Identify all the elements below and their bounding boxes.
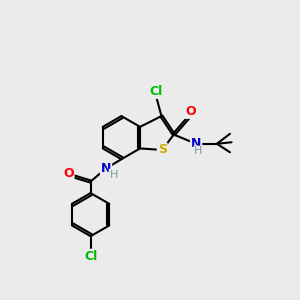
Text: H: H	[110, 169, 118, 180]
Text: Cl: Cl	[149, 85, 163, 98]
Text: S: S	[158, 143, 167, 157]
Text: O: O	[63, 167, 74, 180]
Text: N: N	[101, 162, 111, 175]
Text: N: N	[191, 137, 201, 150]
Text: O: O	[185, 105, 196, 118]
Text: H: H	[194, 146, 202, 157]
Text: Cl: Cl	[84, 250, 97, 263]
